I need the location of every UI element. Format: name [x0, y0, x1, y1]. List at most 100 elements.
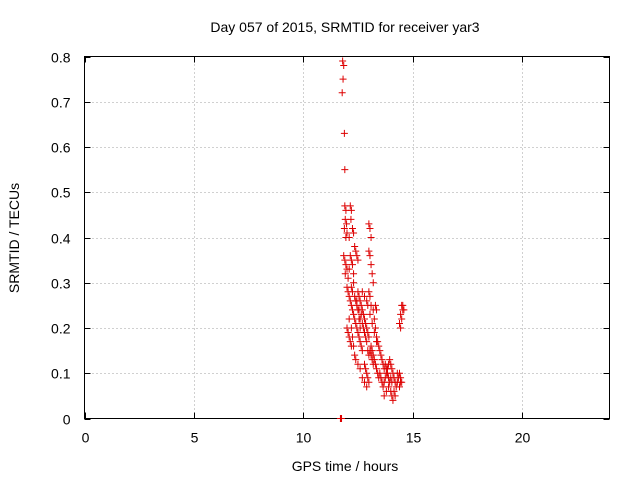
data-point	[380, 392, 388, 400]
data-point	[354, 360, 362, 368]
data-point	[354, 306, 362, 314]
data-point	[365, 288, 373, 296]
data-point	[362, 333, 370, 341]
data-point	[345, 333, 353, 341]
data-point	[358, 319, 366, 327]
data-point	[351, 292, 359, 300]
data-point	[385, 383, 393, 391]
data-point	[355, 333, 363, 341]
data-point	[357, 342, 365, 350]
data-points	[336, 57, 408, 422]
data-point	[373, 365, 381, 373]
data-point	[355, 315, 363, 323]
data-point	[344, 274, 352, 282]
data-point	[369, 360, 377, 368]
data-point	[343, 324, 351, 332]
data-point	[354, 329, 362, 337]
chart-title: Day 057 of 2015, SRMTID for receiver yar…	[210, 19, 479, 35]
data-point	[361, 329, 368, 337]
y-tick-label: 0.1	[51, 366, 71, 382]
data-point	[343, 229, 351, 237]
data-point	[356, 324, 364, 332]
data-point	[388, 378, 396, 386]
y-tick-label: 0.5	[51, 185, 71, 201]
data-point	[368, 356, 376, 364]
data-point	[396, 319, 403, 327]
data-point	[386, 356, 394, 364]
data-point	[368, 319, 376, 327]
data-point	[390, 387, 398, 395]
data-point	[339, 57, 347, 65]
x-tick-label: 15	[406, 430, 422, 446]
data-point	[371, 324, 379, 332]
data-point	[387, 374, 395, 382]
data-point	[346, 202, 354, 210]
data-point	[375, 342, 383, 350]
data-point	[353, 297, 361, 305]
data-point	[352, 356, 360, 364]
y-tick-label: 0.4	[51, 231, 71, 247]
data-point	[382, 387, 390, 395]
data-point	[367, 342, 375, 350]
plot-frame	[84, 56, 610, 419]
data-point	[383, 369, 391, 377]
data-point	[377, 351, 385, 359]
data-point	[361, 378, 368, 386]
data-point	[346, 252, 354, 260]
data-point	[347, 215, 355, 223]
data-point	[382, 365, 390, 373]
y-tick-label: 0.2	[51, 321, 71, 337]
data-point	[373, 306, 381, 314]
y-axis-label: SRMTID / TECUs	[6, 183, 22, 293]
data-point	[348, 288, 356, 296]
data-point	[342, 261, 350, 269]
x-tick-label: 20	[515, 430, 531, 446]
data-point	[341, 256, 349, 264]
data-point	[344, 329, 352, 337]
data-point	[340, 62, 348, 70]
data-point	[350, 279, 358, 287]
x-axis-label: GPS time / hours	[292, 458, 399, 474]
data-point	[338, 89, 346, 97]
y-tick-label: 0	[63, 412, 71, 428]
data-point	[350, 310, 358, 318]
y-tick-label: 0.7	[51, 95, 71, 111]
data-point	[345, 315, 353, 323]
data-point	[366, 310, 374, 318]
data-point	[339, 75, 347, 83]
x-tick-label: 0	[82, 430, 90, 446]
data-point	[376, 369, 384, 377]
data-point	[357, 310, 365, 318]
data-point	[340, 224, 348, 232]
data-point	[367, 261, 375, 269]
data-point	[371, 301, 379, 309]
x-tick-label: 10	[296, 430, 312, 446]
data-point	[373, 338, 381, 346]
data-point	[340, 129, 348, 137]
data-point	[350, 270, 358, 278]
data-point	[398, 315, 406, 323]
y-tick-label: 0.6	[51, 140, 71, 156]
data-point	[368, 270, 376, 278]
grid-lines	[84, 56, 610, 419]
data-point	[364, 301, 372, 309]
data-point	[376, 347, 384, 355]
data-point	[352, 319, 360, 327]
data-point	[358, 374, 366, 382]
data-point	[345, 265, 353, 273]
data-point	[347, 206, 355, 214]
data-point	[381, 360, 389, 368]
data-point	[362, 365, 370, 373]
data-point	[363, 369, 371, 377]
data-point	[397, 378, 405, 386]
data-point	[341, 166, 349, 174]
data-point	[397, 310, 405, 318]
data-point	[354, 256, 362, 264]
data-point	[350, 229, 358, 237]
y-tick-label: 0.3	[51, 276, 71, 292]
data-point	[378, 356, 386, 364]
data-point	[351, 243, 359, 251]
data-point	[366, 224, 374, 232]
data-point	[363, 338, 371, 346]
